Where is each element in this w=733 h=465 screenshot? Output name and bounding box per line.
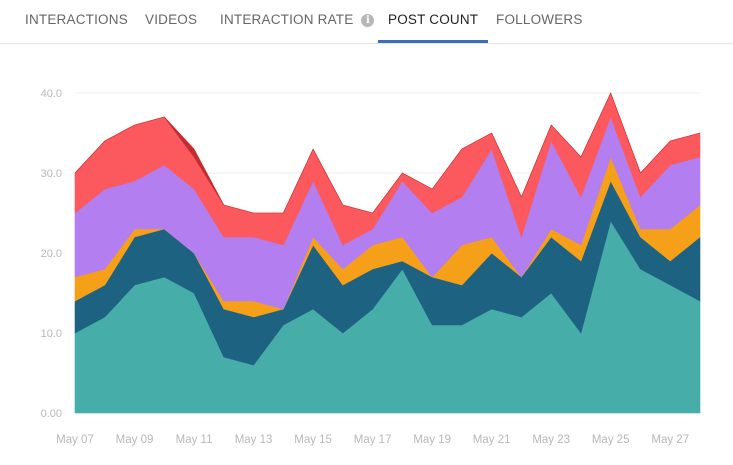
y-tick-label: 10.0 xyxy=(41,328,62,340)
x-tick-label: May 15 xyxy=(294,434,332,446)
info-icon[interactable]: i xyxy=(361,14,375,27)
x-tick-label: May 07 xyxy=(56,434,94,446)
tab-interactions[interactable]: INTERACTIONS xyxy=(25,0,128,43)
x-tick-label: May 11 xyxy=(176,434,213,446)
y-tick-label: 0.00 xyxy=(41,408,62,420)
y-tick-label: 40.0 xyxy=(41,88,62,100)
y-axis-labels: 0.00 10.0 20.0 30.0 40.0 xyxy=(41,88,62,420)
x-tick-label: May 27 xyxy=(651,434,689,446)
tab-videos-label: VIDEOS xyxy=(145,12,198,27)
y-tick-label: 30.0 xyxy=(41,168,62,180)
tab-post-count-label: POST COUNT xyxy=(388,12,479,27)
x-tick-label: May 23 xyxy=(532,434,570,446)
active-tab-indicator xyxy=(378,40,489,43)
metric-tabs: INTERACTIONS VIDEOS INTERACTION RATE i PO… xyxy=(0,0,733,44)
x-axis-labels: May 07 May 09 May 11 May 13 May 15 May 17 May … xyxy=(56,434,689,446)
tab-interaction-rate-label: INTERACTION RATE xyxy=(220,12,354,27)
x-tick-label: May 21 xyxy=(473,434,511,446)
x-tick-label: May 25 xyxy=(592,434,630,446)
tab-post-count[interactable]: POST COUNT xyxy=(378,0,489,43)
chart-area-series xyxy=(74,92,701,414)
x-tick-label: May 19 xyxy=(413,434,451,446)
tab-interactions-label: INTERACTIONS xyxy=(25,12,128,27)
x-tick-label: May 17 xyxy=(354,434,392,446)
x-tick-label: May 13 xyxy=(235,434,273,446)
tab-interaction-rate[interactable]: INTERACTION RATE i xyxy=(220,0,375,43)
tab-videos[interactable]: VIDEOS xyxy=(145,0,197,43)
y-tick-label: 20.0 xyxy=(41,248,62,260)
tab-followers-label: FOLLOWERS xyxy=(496,12,583,27)
area-series-6[interactable] xyxy=(74,92,701,214)
tab-followers[interactable]: FOLLOWERS xyxy=(496,0,583,43)
x-tick-label: May 09 xyxy=(116,434,154,446)
